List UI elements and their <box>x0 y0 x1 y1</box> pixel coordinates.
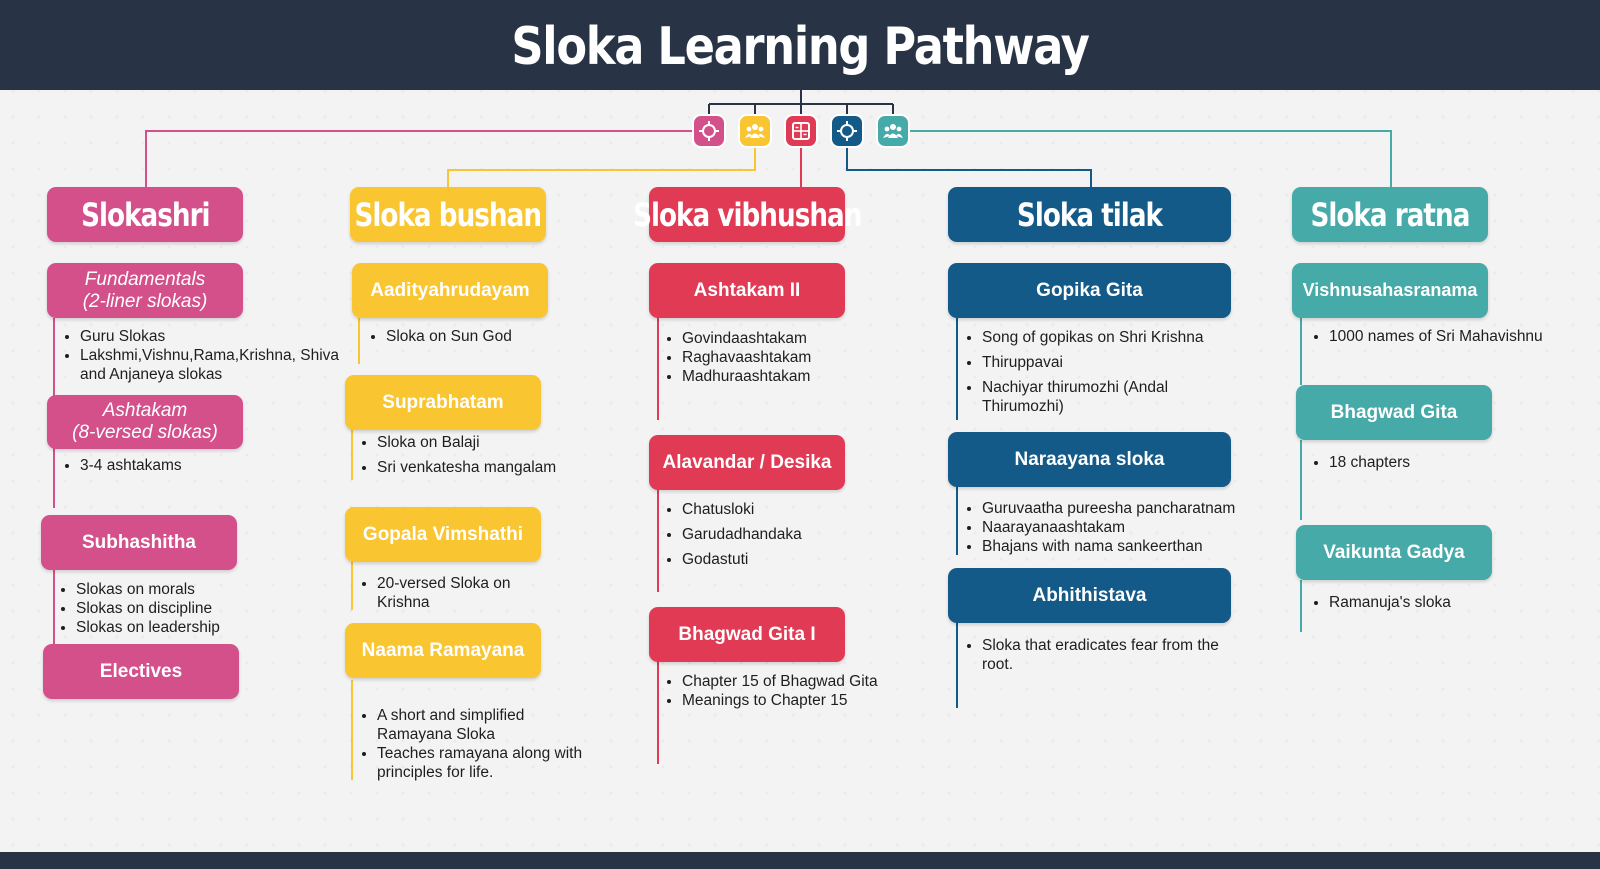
module-items: Sloka that eradicates fear from the root… <box>957 636 1242 674</box>
module-items: Slokas on morals Slokas on discipline Sl… <box>51 580 276 637</box>
list-item: Govindaashtakam <box>682 329 892 348</box>
footer-bar <box>0 852 1600 869</box>
module-items: Chapter 15 of Bhagwad Gita Meanings to C… <box>657 672 932 710</box>
list-item: Sloka on Sun God <box>386 327 586 346</box>
module-items: Govindaashtakam Raghavaashtakam Madhuraa… <box>657 329 892 386</box>
list-item: Slokas on morals <box>76 580 276 599</box>
calculator-icon <box>784 114 818 148</box>
level-title: Sloka tilak <box>1016 195 1163 234</box>
list-item: Naarayanaashtakam <box>982 518 1282 537</box>
level-title: Sloka vibhushan <box>632 195 862 234</box>
list-item: Madhuraashtakam <box>682 367 892 386</box>
list-item: Lakshmi,Vishnu,Rama,Krishna, Shiva and A… <box>80 346 340 384</box>
module-items: Sloka on Balaji Sri venkatesha mangalam <box>352 433 597 483</box>
module-items: Song of gopikas on Shri Krishna Thiruppa… <box>957 328 1242 422</box>
list-item: Slokas on leadership <box>76 618 276 637</box>
list-item: Ramanuja's sloka <box>1329 593 1529 612</box>
list-item: Sri venkatesha mangalam <box>377 458 597 477</box>
level-sloka-tilak: Sloka tilak <box>948 187 1231 242</box>
module-items: Guru Slokas Lakshmi,Vishnu,Rama,Krishna,… <box>55 327 340 384</box>
list-item: Slokas on discipline <box>76 599 276 618</box>
list-item: Meanings to Chapter 15 <box>682 691 932 710</box>
page-title: Sloka Learning Pathway <box>511 17 1090 77</box>
list-item: Chatusloki <box>682 500 892 519</box>
module-items: A short and simplified Ramayana Sloka Te… <box>352 706 587 782</box>
module-items: 20-versed Sloka on Krishna <box>352 574 552 612</box>
module-electives: Electives <box>43 644 239 699</box>
group-icon <box>738 114 772 148</box>
group-icon <box>876 114 910 148</box>
list-item: Godastuti <box>682 550 892 569</box>
level-sloka-vibhushan: Sloka vibhushan <box>633 187 862 242</box>
list-item: Nachiyar thirumozhi (Andal Thirumozhi) <box>982 378 1242 416</box>
list-item: Sloka on Balaji <box>377 433 597 452</box>
module-bhagwad-gita: Bhagwad Gita <box>1296 385 1492 440</box>
module-naama-ramayana: Naama Ramayana <box>345 623 541 678</box>
module-ashtakam: Ashtakam (8-versed slokas) <box>47 395 243 449</box>
module-ashtakam-ii: Ashtakam II <box>649 263 845 318</box>
module-subhashitha: Subhashitha <box>41 515 237 570</box>
level-title: Sloka bushan <box>354 195 543 234</box>
target-icon <box>692 114 726 148</box>
module-items: Guruvaatha pureesha pancharatnam Naaraya… <box>957 499 1282 556</box>
module-items: Sloka on Sun God <box>361 327 586 346</box>
list-item: Guruvaatha pureesha pancharatnam <box>982 499 1282 518</box>
module-abhithistava: Abhithistava <box>948 568 1231 623</box>
list-item: Chapter 15 of Bhagwad Gita <box>682 672 932 691</box>
level-title: Sloka ratna <box>1310 195 1471 234</box>
list-item: Teaches ramayana along with principles f… <box>377 744 587 782</box>
module-naraayana-sloka: Naraayana sloka <box>948 432 1231 487</box>
list-item: Sloka that eradicates fear from the root… <box>982 636 1242 674</box>
module-items: 3-4 ashtakams <box>55 456 280 475</box>
list-item: A short and simplified Ramayana Sloka <box>377 706 587 744</box>
module-vaikunta-gadya: Vaikunta Gadya <box>1296 525 1492 580</box>
list-item: 20-versed Sloka on Krishna <box>377 574 552 612</box>
module-items: 18 chapters <box>1304 453 1529 472</box>
target-icon <box>830 114 864 148</box>
module-suprabhatam: Suprabhatam <box>345 375 541 430</box>
module-gopala-vimshathi: Gopala Vimshathi <box>345 507 541 562</box>
module-alavandar-desika: Alavandar / Desika <box>649 435 845 490</box>
level-slokashri: Slokashri <box>47 187 243 242</box>
module-fundamentals: Fundamentals (2-liner slokas) <box>47 263 243 318</box>
list-item: Bhajans with nama sankeerthan <box>982 537 1282 556</box>
list-item: Song of gopikas on Shri Krishna <box>982 328 1242 347</box>
module-vishnusahasranama: Vishnusahasranama <box>1292 263 1488 318</box>
module-items: 1000 names of Sri Mahavishnu <box>1304 327 1600 346</box>
list-item: Thiruppavai <box>982 353 1242 372</box>
module-items: Ramanuja's sloka <box>1304 593 1529 612</box>
module-gopika-gita: Gopika Gita <box>948 263 1231 318</box>
list-item: 3-4 ashtakams <box>80 456 280 475</box>
module-bhagwad-gita-i: Bhagwad Gita I <box>649 607 845 662</box>
header-bar: Sloka Learning Pathway <box>0 0 1600 90</box>
level-sloka-bushan: Sloka bushan <box>350 187 546 242</box>
list-item: Guru Slokas <box>80 327 340 346</box>
level-title: Slokashri <box>80 195 210 234</box>
list-item: Garudadhandaka <box>682 525 892 544</box>
level-sloka-ratna: Sloka ratna <box>1292 187 1488 242</box>
list-item: Raghavaashtakam <box>682 348 892 367</box>
list-item: 1000 names of Sri Mahavishnu <box>1329 327 1600 346</box>
module-aadityahrudayam: Aadityahrudayam <box>352 263 548 318</box>
list-item: 18 chapters <box>1329 453 1529 472</box>
module-items: Chatusloki Garudadhandaka Godastuti <box>657 500 892 575</box>
